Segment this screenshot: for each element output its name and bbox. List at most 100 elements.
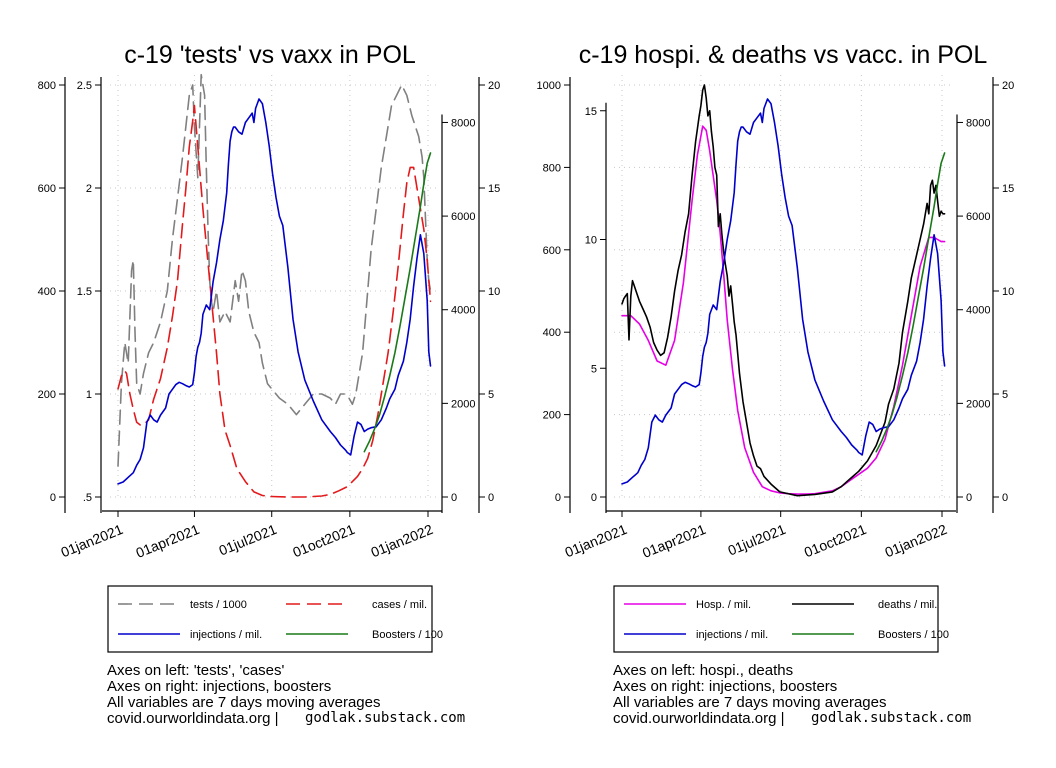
series-line-injections-mil- (117, 98, 432, 485)
tick-label: 0 (555, 492, 561, 504)
left-axis-primary: 0 200 400 600 800 (38, 77, 66, 513)
legend-label: cases / mil. (372, 599, 427, 611)
tick-label: 5 (1002, 389, 1008, 401)
tick-label: 8000 (966, 117, 990, 129)
x-tick-label: 01jan2021 (562, 521, 629, 560)
x-tick-label: 01jul2021 (217, 521, 279, 559)
chart-panel-2: c-19 hospi. & deaths vs vacc. in POL0200… (537, 41, 1015, 727)
tick-label: 0 (591, 492, 597, 504)
series-line-tests-1000 (117, 73, 432, 467)
series-line-cases-mil- (117, 104, 432, 498)
x-tick-label: 01jan2021 (58, 521, 125, 560)
tick-label: 2000 (966, 398, 990, 410)
tick-label: 400 (38, 286, 56, 298)
tick-label: 200 (543, 410, 561, 422)
tick-label: 8000 (451, 117, 475, 129)
x-axis: 01jan2021 01apr2021 01jul2021 01oct2021 01ja… (58, 510, 442, 561)
note-line: Axes on left: hospi., deaths (613, 662, 793, 679)
tick-label: 800 (38, 80, 56, 92)
legend-label: injections / mil. (696, 629, 768, 641)
tick-label: 400 (543, 327, 561, 339)
tick-label: 10 (488, 286, 500, 298)
tick-label: 20 (1002, 80, 1014, 92)
x-tick-label: 01jul2021 (726, 521, 788, 559)
legend-label: Boosters / 100 (372, 629, 443, 641)
tick-label: 2.5 (77, 80, 92, 92)
legend-label: Hosp. / mil. (696, 599, 751, 611)
series-line-boosters-100 (875, 152, 946, 453)
series-lines (117, 73, 432, 498)
tick-label: 1 (86, 389, 92, 401)
tick-label: 15 (1002, 183, 1014, 195)
tick-label: 1000 (537, 80, 561, 92)
series-line-injections-mil- (621, 98, 946, 485)
legend: tests / 1000 cases / mil. injections / mil… (107, 585, 443, 653)
legend-box (613, 585, 939, 653)
legend-box (107, 585, 433, 653)
series-line-hosp-mil- (621, 125, 946, 495)
legend: Hosp. / mil. deaths / mil. injections / mi… (613, 585, 949, 653)
right-axis-secondary: 0 5 10 15 20 (478, 77, 500, 513)
x-tick-label: 01apr2021 (133, 521, 201, 561)
tick-label: 0 (966, 492, 972, 504)
right-axis-secondary: 0 5 10 15 20 (992, 77, 1014, 513)
tick-label: 20 (488, 80, 500, 92)
tick-label: .5 (83, 492, 92, 504)
legend-label: Boosters / 100 (878, 629, 949, 641)
source-text: covid.ourworldindata.org | (107, 710, 279, 727)
right-axis-primary: 0 2000 4000 6000 8000 (441, 114, 475, 513)
credit-text: godlak.substack.com (811, 710, 971, 726)
tick-label: 0 (50, 492, 56, 504)
tick-label: 6000 (966, 211, 990, 223)
source-text: covid.ourworldindata.org | (613, 710, 785, 727)
tick-label: 2 (86, 183, 92, 195)
left-axis-primary: 0 200 400 600 800 1000 (537, 77, 571, 513)
tick-label: 0 (488, 492, 494, 504)
note-line: All variables are 7 days moving averages (613, 694, 886, 711)
tick-label: 200 (38, 389, 56, 401)
legend-label: deaths / mil. (878, 599, 937, 611)
right-axis-primary: 0 2000 4000 6000 8000 (956, 114, 990, 513)
chart-title: c-19 hospi. & deaths vs vacc. in POL (579, 41, 988, 69)
x-tick-label: 01apr2021 (640, 521, 708, 561)
x-tick-label: 01oct2021 (802, 521, 869, 560)
tick-label: 600 (543, 245, 561, 257)
x-axis: 01jan2021 01apr2021 01jul2021 01oct2021 01ja… (562, 510, 956, 561)
tick-label: 2000 (451, 398, 475, 410)
legend-label: injections / mil. (190, 629, 262, 641)
series-line-boosters-100 (363, 152, 432, 453)
tick-label: 0 (451, 492, 457, 504)
left-axis-secondary: .5 1 1.5 2 2.5 (77, 77, 102, 513)
legend-label: tests / 1000 (190, 599, 247, 611)
tick-label: 4000 (966, 305, 990, 317)
tick-label: 600 (38, 183, 56, 195)
credit-text: godlak.substack.com (305, 710, 465, 726)
x-tick-label: 01jan2022 (882, 521, 949, 560)
chart-panel-1: c-19 'tests' vs vaxx in POL0200400600800… (38, 41, 501, 727)
tick-label: 4000 (451, 305, 475, 317)
x-tick-label: 01jan2022 (368, 521, 435, 560)
tick-label: 5 (591, 363, 597, 375)
x-tick-label: 01oct2021 (290, 521, 357, 560)
gridlines (614, 75, 950, 498)
series-line-deaths-mil- (621, 84, 946, 497)
tick-label: 10 (1002, 286, 1014, 298)
tick-label: 800 (543, 162, 561, 174)
note-line: Axes on right: injections, boosters (107, 678, 331, 695)
note-line: All variables are 7 days moving averages (107, 694, 380, 711)
chart-title: c-19 'tests' vs vaxx in POL (124, 41, 416, 69)
notes: Axes on left: 'tests', 'cases'Axes on ri… (107, 662, 465, 727)
tick-label: 10 (585, 235, 597, 247)
note-line: Axes on left: 'tests', 'cases' (107, 662, 284, 679)
series-lines (621, 84, 946, 497)
tick-label: 15 (488, 183, 500, 195)
tick-label: 0 (1002, 492, 1008, 504)
note-line: Axes on right: injections, boosters (613, 678, 837, 695)
tick-label: 15 (585, 106, 597, 118)
tick-label: 5 (488, 389, 494, 401)
gridlines (110, 75, 436, 498)
tick-label: 1.5 (77, 286, 92, 298)
left-axis-secondary: 0 5 10 15 (585, 102, 607, 513)
